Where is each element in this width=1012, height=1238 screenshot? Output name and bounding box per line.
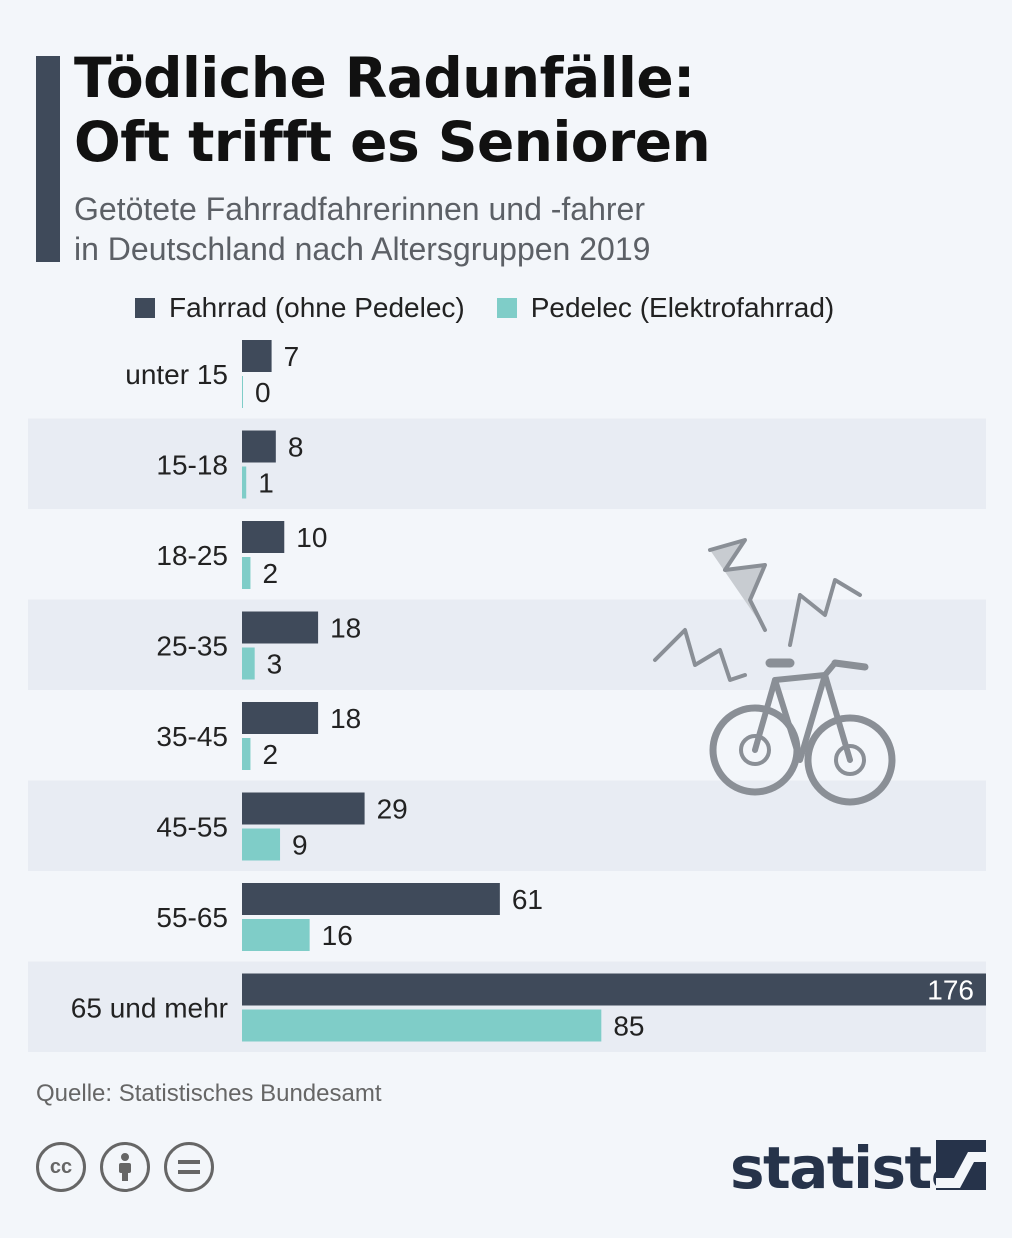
category-label: 35-45 bbox=[156, 721, 228, 752]
no-derivatives-icon[interactable] bbox=[164, 1142, 214, 1192]
legend-item-pedelec: Pedelec (Elektrofahrrad) bbox=[496, 292, 835, 324]
data-label-fahrrad: 8 bbox=[288, 432, 304, 463]
subtitle-line-2: in Deutschland nach Altersgruppen 2019 bbox=[74, 231, 651, 267]
data-label-pedelec: 85 bbox=[613, 1011, 644, 1042]
data-label-fahrrad: 61 bbox=[512, 884, 543, 915]
statista-logo[interactable]: statista bbox=[730, 1134, 970, 1202]
bar-pedelec bbox=[242, 557, 251, 589]
chart-subtitle: Getötete Fahrradfahrerinnen und -fahrer … bbox=[74, 189, 974, 269]
chart-title: Tödliche Radunfälle: Oft trifft es Senio… bbox=[74, 46, 974, 174]
category-label: unter 15 bbox=[125, 359, 228, 390]
subtitle-line-1: Getötete Fahrradfahrerinnen und -fahrer bbox=[74, 191, 645, 227]
license-icons: cc bbox=[36, 1142, 228, 1192]
bar-fahrrad bbox=[242, 702, 319, 734]
bar-pedelec bbox=[242, 919, 310, 951]
title-accent-bar bbox=[36, 56, 60, 262]
data-label-fahrrad: 18 bbox=[330, 703, 361, 734]
data-label-fahrrad: 176 bbox=[927, 975, 974, 1006]
bar-fahrrad bbox=[242, 430, 276, 463]
bicycle-icon bbox=[653, 538, 896, 806]
bar-pedelec bbox=[242, 738, 251, 770]
category-label: 15-18 bbox=[156, 450, 228, 481]
title-line-1: Tödliche Radunfälle: bbox=[74, 46, 695, 110]
legend-label-fahrrad: Fahrrad (ohne Pedelec) bbox=[169, 292, 465, 323]
bar-fahrrad bbox=[242, 973, 986, 1006]
title-line-2: Oft trifft es Senioren bbox=[74, 110, 711, 174]
data-label-fahrrad: 29 bbox=[377, 794, 408, 825]
data-label-pedelec: 0 bbox=[255, 377, 271, 408]
cc-icon[interactable]: cc bbox=[36, 1142, 86, 1192]
data-label-fahrrad: 18 bbox=[330, 613, 361, 644]
legend: Fahrrad (ohne Pedelec) Pedelec (Elektrof… bbox=[135, 290, 866, 326]
bar-pedelec bbox=[242, 647, 255, 680]
data-label-pedelec: 16 bbox=[322, 920, 353, 951]
by-attribution-icon[interactable] bbox=[100, 1142, 150, 1192]
category-label: 55-65 bbox=[156, 902, 228, 933]
bar-fahrrad bbox=[242, 611, 319, 644]
statista-logo-mark-icon bbox=[936, 1140, 986, 1190]
category-label: 18-25 bbox=[156, 540, 228, 571]
data-label-pedelec: 2 bbox=[262, 558, 278, 589]
bar-fahrrad bbox=[242, 792, 365, 825]
legend-label-pedelec: Pedelec (Elektrofahrrad) bbox=[530, 292, 835, 323]
data-label-pedelec: 1 bbox=[258, 468, 274, 499]
bar-pedelec bbox=[242, 376, 243, 408]
category-label: 65 und mehr bbox=[71, 993, 228, 1024]
data-label-fahrrad: 10 bbox=[296, 522, 327, 553]
data-label-pedelec: 2 bbox=[262, 739, 278, 770]
data-label-pedelec: 3 bbox=[267, 649, 283, 680]
bar-pedelec bbox=[242, 828, 281, 861]
bar-fahrrad bbox=[242, 521, 285, 553]
row-band bbox=[28, 418, 986, 509]
bar-fahrrad bbox=[242, 340, 272, 372]
legend-item-fahrrad: Fahrrad (ohne Pedelec) bbox=[135, 292, 465, 324]
legend-swatch-fahrrad bbox=[135, 298, 155, 318]
data-label-fahrrad: 7 bbox=[284, 341, 300, 372]
category-label: 45-55 bbox=[156, 812, 228, 843]
bar-pedelec bbox=[242, 466, 247, 499]
bar-fahrrad bbox=[242, 883, 500, 915]
data-label-pedelec: 9 bbox=[292, 830, 308, 861]
source-note: Quelle: Statistisches Bundesamt bbox=[36, 1080, 382, 1107]
legend-swatch-pedelec bbox=[496, 298, 517, 318]
category-label: 25-35 bbox=[156, 631, 228, 662]
bar-pedelec bbox=[242, 1009, 602, 1042]
